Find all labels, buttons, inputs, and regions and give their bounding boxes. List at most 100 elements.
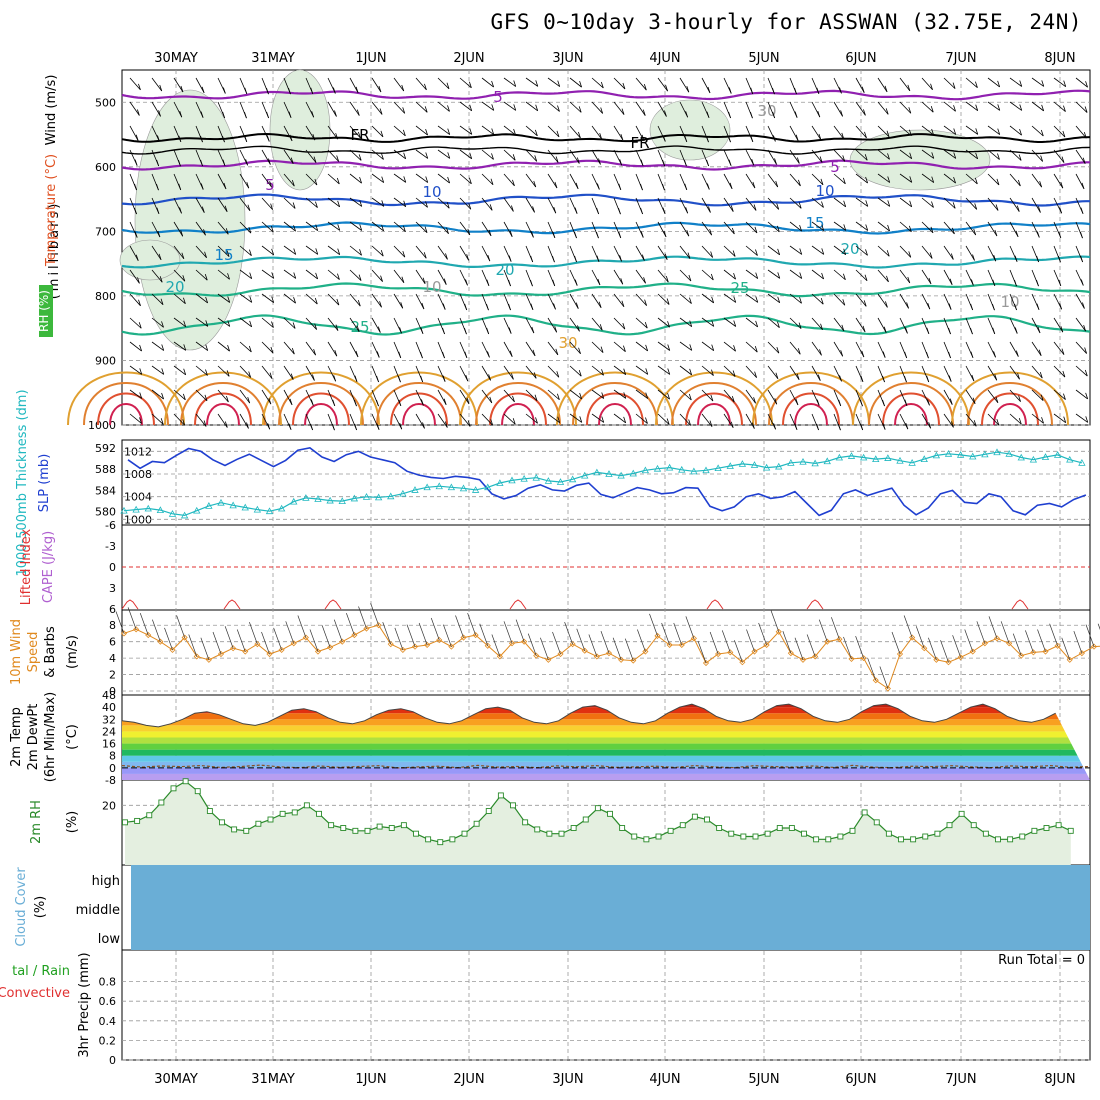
wind-barb	[393, 77, 405, 92]
wind-barb-flag	[159, 276, 163, 283]
wind-barb	[547, 365, 560, 378]
wind-barb	[811, 269, 824, 280]
wind-barb	[393, 413, 403, 430]
wind-barb-flag	[377, 326, 381, 333]
wind-barb	[371, 149, 384, 160]
cloud-level-label: high	[92, 874, 120, 889]
wind-barb-flag	[508, 279, 511, 287]
cloud-units: (%)	[33, 896, 48, 919]
wind-barb-flag	[290, 157, 294, 164]
wind-barb-flag	[930, 106, 934, 113]
wind-barb	[833, 269, 846, 281]
wind-barb-10m	[843, 636, 852, 660]
wind-barb-flag	[711, 296, 715, 304]
wind-barb-flag	[1082, 302, 1085, 309]
wind-barb	[151, 77, 163, 92]
wind-barb-flag	[728, 159, 732, 166]
wind-barb-flag	[315, 272, 319, 280]
wind-barb-flag	[508, 303, 511, 311]
wind-barb-flag	[997, 80, 1001, 88]
thickness-point	[447, 483, 456, 491]
contour-label: 10	[422, 278, 441, 296]
wind-barb-flag	[442, 327, 445, 335]
wind-barb	[217, 269, 230, 280]
thickness-point	[1029, 455, 1038, 463]
wind-barb	[811, 125, 822, 141]
wind-barb-flag	[755, 296, 759, 303]
rh-point	[837, 833, 844, 840]
wind-barb-flag	[246, 422, 249, 429]
wind-barb	[1009, 125, 1022, 136]
wind-barb-flag	[975, 128, 979, 135]
wind-barb-flag	[596, 255, 600, 262]
wind-barb	[415, 77, 427, 91]
wind-barb-flag	[447, 128, 451, 135]
temp-tick-label: -8	[105, 774, 116, 787]
rh-point	[146, 812, 153, 819]
wind-barb	[591, 149, 601, 165]
wind-barb	[745, 317, 758, 328]
wind-barb	[525, 77, 538, 87]
wind-barb	[613, 365, 626, 376]
wind-barb-flag	[623, 368, 627, 375]
wind-barb-10m	[1025, 630, 1034, 653]
wind-barb-flag	[640, 207, 643, 215]
warm-contour	[671, 382, 757, 426]
li-bump	[324, 599, 342, 610]
wind-barb-flag	[710, 251, 714, 258]
thickness-point	[884, 454, 892, 461]
wind-barb	[1031, 101, 1044, 112]
wind-barb-flag	[688, 274, 692, 282]
wind-barb-flag	[931, 201, 934, 208]
rh-point	[316, 810, 322, 817]
thickness-point	[423, 483, 431, 491]
wind-barb	[1009, 101, 1022, 111]
wind-barb-flag	[293, 248, 297, 255]
wind-barb-flag	[1014, 255, 1018, 262]
wind-barb-flag	[358, 274, 362, 281]
thickness-point	[120, 506, 128, 514]
wind-barb	[877, 317, 887, 333]
wind-speed-point	[145, 632, 152, 639]
wind-barb	[657, 245, 668, 260]
wind-barb	[349, 341, 359, 358]
wind-barb-flag	[799, 248, 803, 255]
rh-point	[558, 830, 565, 837]
wind-barb-flag	[266, 135, 270, 142]
wind-barb	[943, 149, 956, 159]
wind-barb	[679, 245, 691, 259]
wind-barb	[525, 197, 535, 213]
wind-barb	[591, 389, 604, 399]
rh-point	[449, 836, 456, 843]
cloud-cover-area	[131, 865, 1090, 950]
wind-barb-flag	[863, 300, 867, 307]
wind-tick-label: 0	[109, 685, 116, 698]
wind-barb	[635, 365, 648, 375]
wind-barb-flag	[797, 348, 801, 355]
wind-barb	[547, 173, 558, 189]
wind-speed-point	[1078, 650, 1085, 657]
wind-barb	[613, 413, 626, 424]
wind-barb-flag	[905, 327, 908, 334]
wind-barb-flag	[293, 272, 297, 279]
wind-barb-flag	[1017, 179, 1021, 187]
wind-barb-flag	[1059, 303, 1063, 310]
wind-barb	[503, 389, 515, 403]
wind-barb-flag	[643, 83, 647, 91]
wind-barb-flag	[750, 135, 754, 142]
wind-barb-flag	[645, 392, 649, 399]
thickness-point	[302, 494, 310, 501]
wind-speed-point	[678, 641, 685, 649]
wind-speed-point	[654, 632, 661, 639]
wind-barb-flag	[645, 417, 648, 424]
wind-barb	[283, 389, 293, 406]
wind-barb	[437, 245, 448, 260]
wind-barb	[899, 149, 912, 160]
wind-barb-flag	[379, 108, 383, 115]
thickness-point	[823, 457, 831, 465]
thickness-point	[193, 506, 201, 514]
wind-barb-flag	[204, 251, 207, 258]
rh-point	[667, 827, 674, 834]
wind-barb-flag	[600, 107, 604, 114]
date-label-top: 8JUN	[1044, 51, 1075, 66]
